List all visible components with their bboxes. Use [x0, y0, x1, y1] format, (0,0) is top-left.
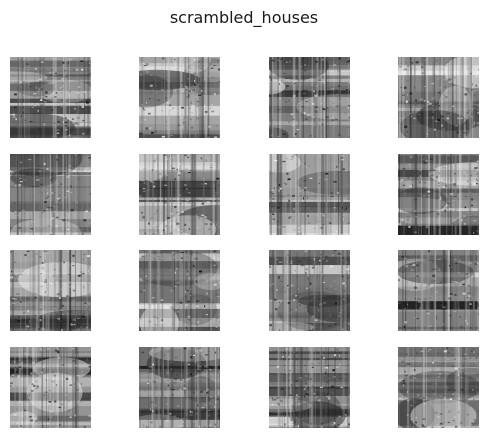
scrambled-image-tile — [398, 154, 479, 235]
scrambled-image-tile — [139, 347, 220, 428]
scrambled-image-tile — [269, 250, 350, 331]
scrambled-image-tile — [10, 347, 91, 428]
noise-texture — [269, 347, 350, 428]
noise-texture — [10, 250, 91, 331]
noise-texture — [269, 154, 350, 235]
scrambled-image-tile — [398, 250, 479, 331]
scrambled-image-tile — [269, 154, 350, 235]
noise-texture — [139, 250, 220, 331]
scrambled-image-tile — [139, 250, 220, 331]
scrambled-image-tile — [269, 57, 350, 138]
noise-texture — [139, 154, 220, 235]
noise-texture — [398, 154, 479, 235]
scrambled-image-tile — [398, 57, 479, 138]
noise-texture — [139, 347, 220, 428]
scrambled-image-tile — [10, 154, 91, 235]
noise-texture — [398, 250, 479, 331]
noise-texture — [398, 57, 479, 138]
noise-texture — [269, 250, 350, 331]
scrambled-image-tile — [139, 57, 220, 138]
scrambled-image-tile — [139, 154, 220, 235]
noise-texture — [10, 154, 91, 235]
scrambled-image-tile — [10, 57, 91, 138]
scrambled-image-tile — [269, 347, 350, 428]
noise-texture — [10, 347, 91, 428]
scrambled-image-tile — [398, 347, 479, 428]
figure-title: scrambled_houses — [169, 8, 319, 27]
noise-texture — [398, 347, 479, 428]
scrambled-image-tile — [10, 250, 91, 331]
noise-texture — [10, 57, 91, 138]
noise-texture — [269, 57, 350, 138]
noise-texture — [139, 57, 220, 138]
